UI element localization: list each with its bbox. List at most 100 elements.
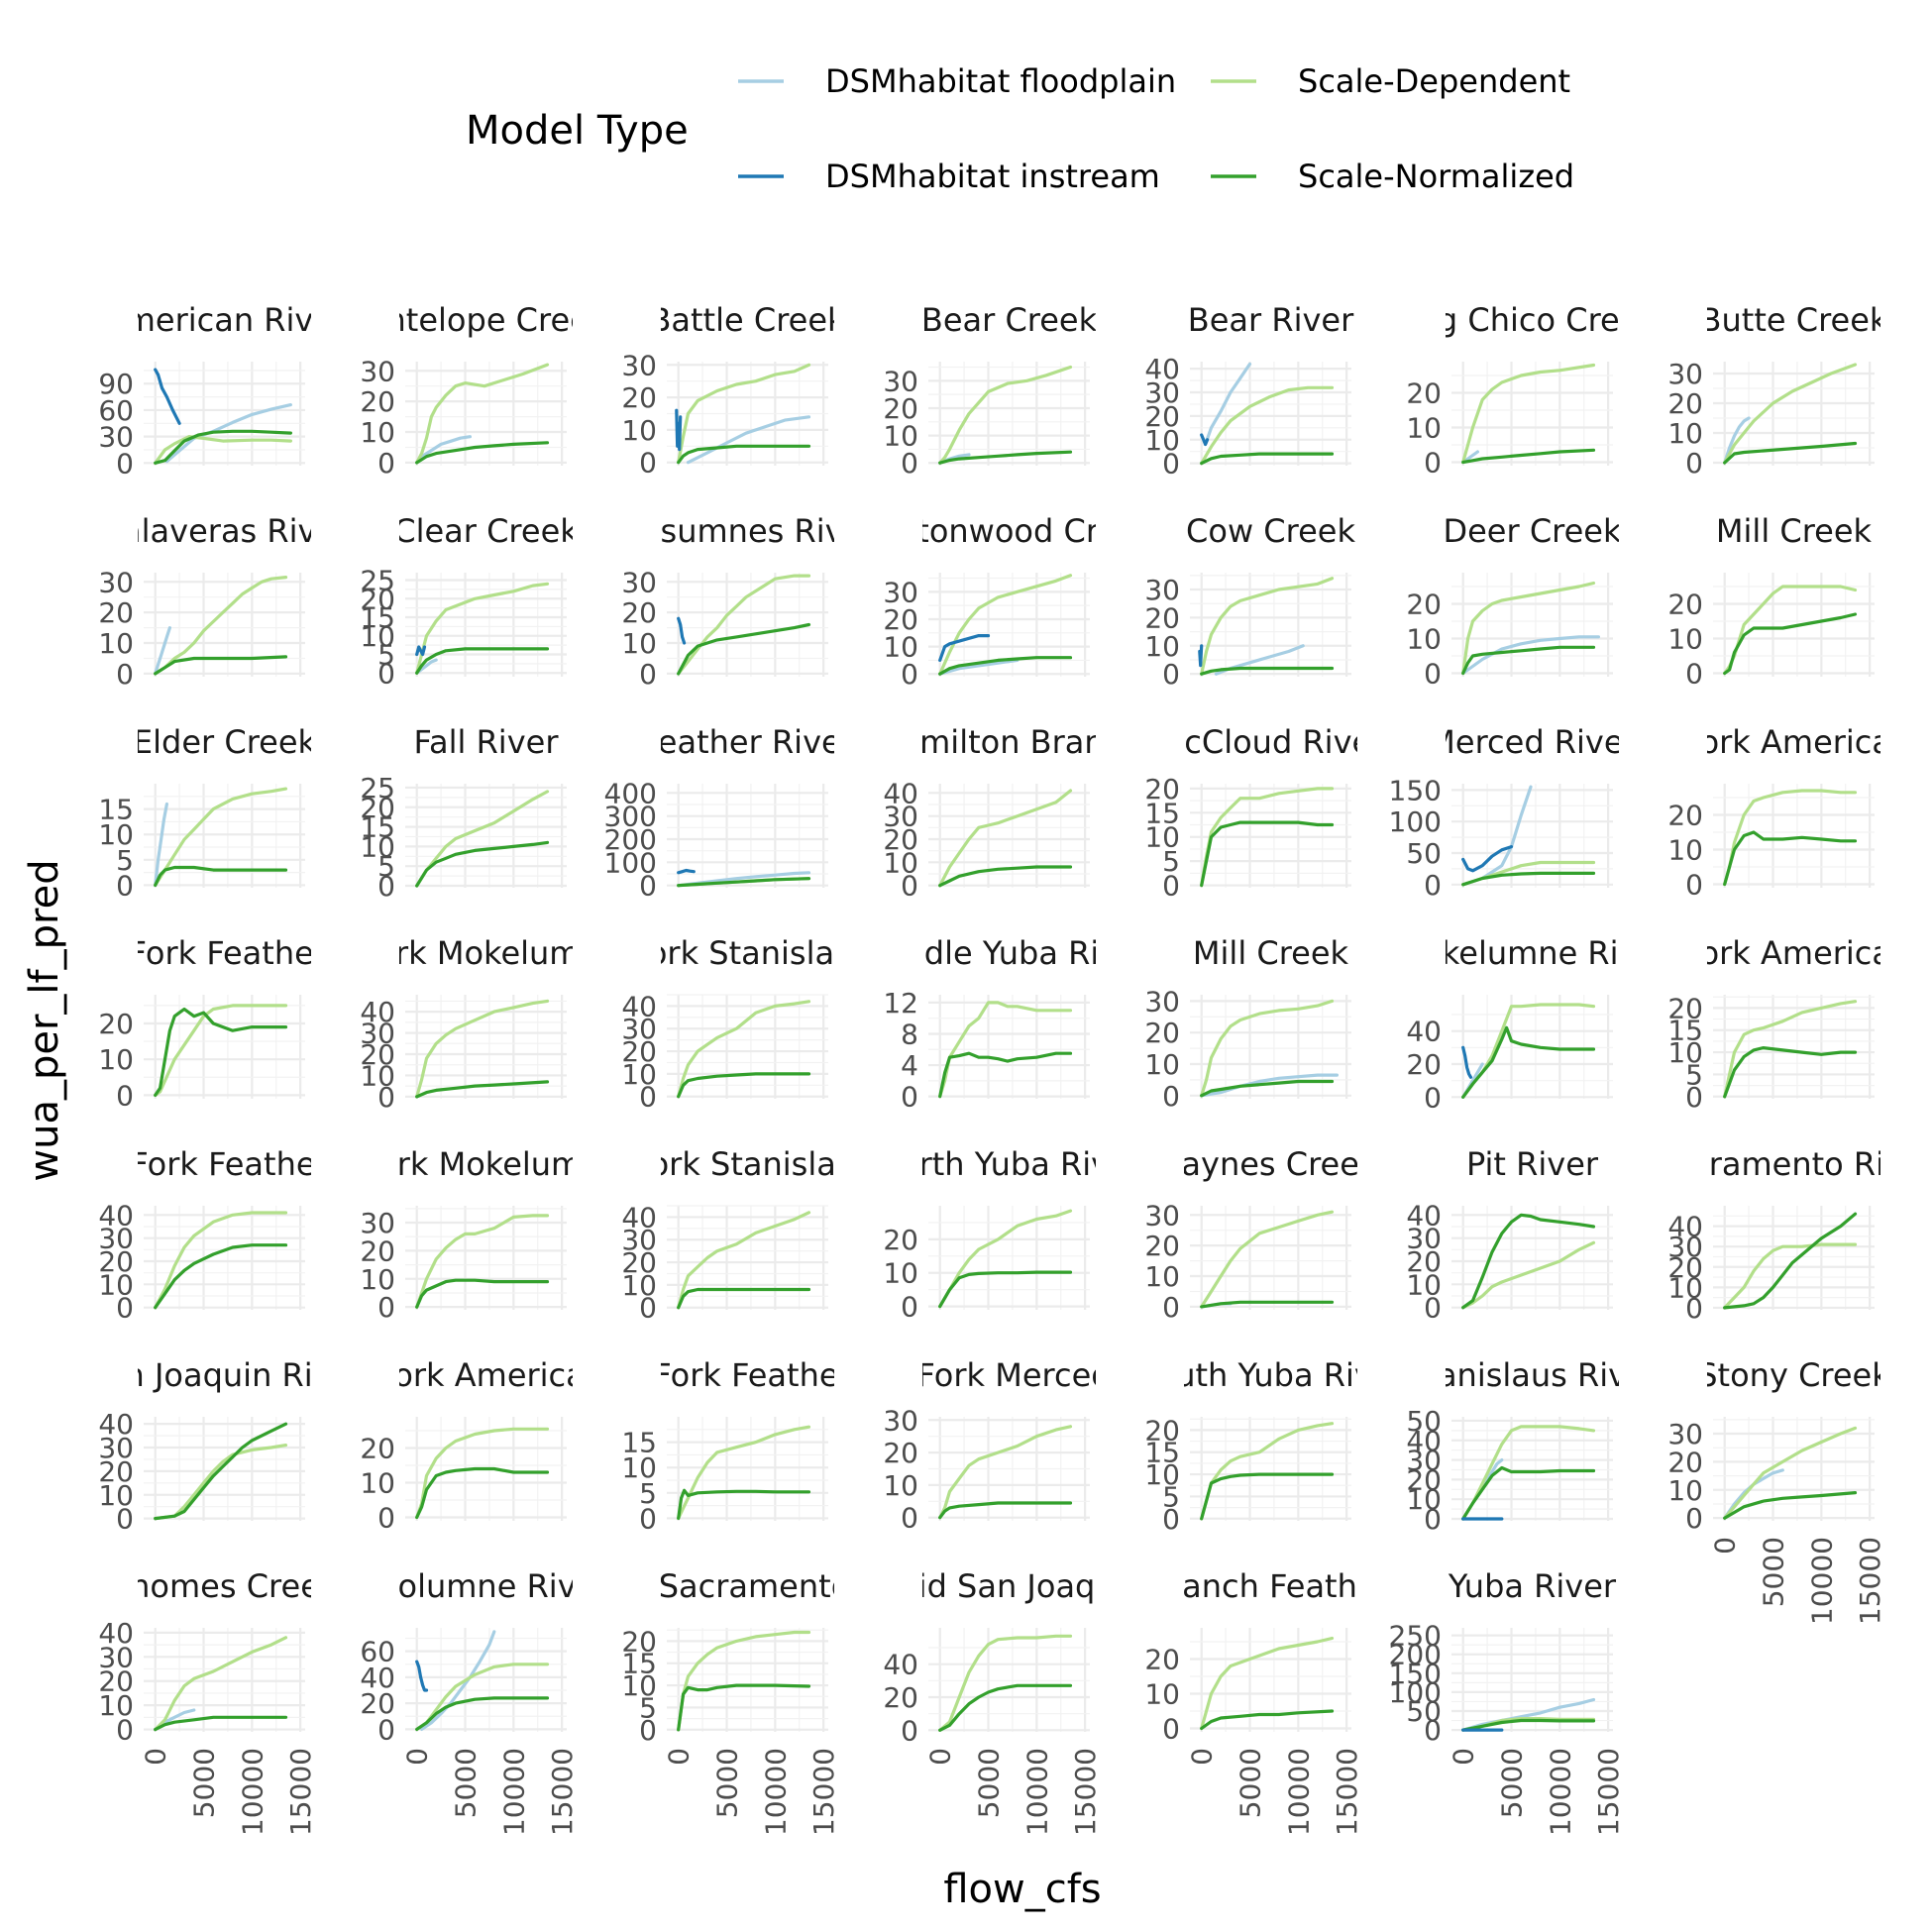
facet-title: Tuolumne River — [363, 1567, 610, 1605]
x-tick-label: 5000 — [188, 1748, 221, 1818]
series-line-dsmhabitat-instream — [1198, 644, 1204, 668]
y-tick-label: 10 — [883, 846, 918, 879]
series-line-dsmhabitat-floodplain — [1461, 635, 1601, 676]
facet-title-group: Hamilton Branch — [922, 723, 1096, 761]
series-line-scale-normalized — [415, 1466, 550, 1520]
y-tick-label: 150 — [1389, 1658, 1442, 1690]
series-line-dsmhabitat-instream — [1461, 844, 1514, 873]
legend-label-2: Scale-Dependent — [1298, 62, 1570, 100]
y-tick-label: 10 — [360, 1059, 395, 1092]
facet-title: North Fork Mokelumne River — [260, 934, 712, 972]
facet-title: Sacramento River — [1652, 1145, 1932, 1183]
facet-title-group: Feather River — [661, 723, 834, 761]
facet-series — [1200, 1422, 1335, 1521]
y-tick-label: 4 — [901, 1049, 918, 1082]
y-tick-label: 0 — [1162, 1080, 1180, 1113]
facet-series — [1723, 585, 1858, 676]
series-line-scale-dependent — [938, 1425, 1073, 1520]
facet-series — [677, 868, 811, 888]
facet-grid — [405, 1628, 567, 1732]
y-tick-label: 0 — [639, 1292, 657, 1325]
facet-series — [1461, 1697, 1596, 1732]
series-line-scale-dependent — [154, 1004, 288, 1098]
y-tick-label: 0 — [639, 870, 657, 903]
y-tick-label: 10 — [1667, 417, 1703, 450]
facet-series — [154, 575, 288, 676]
y-tick-label: 0 — [116, 1292, 134, 1325]
x-tick-label: 5000 — [711, 1748, 744, 1818]
series-line-scale-dependent — [938, 1634, 1073, 1732]
facet-title: Upper-mid San Joaquin River — [782, 1567, 1237, 1605]
facet-title-group: Big Chico Creek — [1446, 301, 1619, 339]
y-tick-label: 20 — [98, 1455, 134, 1488]
series-line-scale-normalized — [938, 1683, 1073, 1732]
series-line-scale-dependent — [1723, 585, 1858, 676]
series-line-scale-normalized — [938, 656, 1073, 676]
facet-series — [1461, 1213, 1596, 1310]
y-tick-label: 20 — [883, 823, 918, 856]
facet-title-group: South Fork Feather River — [661, 1356, 834, 1394]
y-tick-label: 10 — [1406, 1268, 1442, 1301]
facet-title: South Fork American River — [274, 1356, 698, 1394]
y-tick-label: 0 — [1424, 1503, 1442, 1536]
y-tick-label: 5 — [116, 844, 134, 877]
y-tick-label: 12 — [883, 987, 918, 1020]
facet-grid — [1713, 784, 1875, 888]
y-tick-label: 0 — [116, 869, 134, 902]
series-line-scale-dependent — [415, 363, 550, 465]
facet-series — [938, 365, 1073, 465]
series-line-scale-normalized — [415, 647, 550, 675]
y-tick-label: 20 — [621, 1246, 657, 1279]
facet-title: Elder Creek — [133, 723, 317, 761]
y-tick-label: 10 — [1667, 623, 1703, 656]
series-line-scale-normalized — [1200, 452, 1335, 466]
y-tick-label: 5 — [639, 1477, 657, 1510]
facet-title-group: Cosumnes River — [661, 512, 834, 550]
facet-title: Mill Creek — [1716, 512, 1873, 550]
y-tick-label: 30 — [621, 566, 657, 598]
facet-title-group: North Fork Feather River — [138, 934, 311, 972]
series-line-scale-normalized — [154, 429, 292, 465]
y-tick-label: 30 — [883, 1404, 918, 1437]
facet-title-group: Bear Creek — [922, 301, 1096, 339]
facet-grid — [1190, 784, 1351, 888]
y-tick-label: 0 — [901, 1081, 918, 1114]
facet-title: South Yuba River — [1135, 1356, 1406, 1394]
facet-title-group: North Fork American River — [1707, 723, 1880, 761]
facet-grid — [667, 1417, 828, 1521]
y-tick-label: 40 — [1406, 1016, 1442, 1048]
series-line-scale-dependent — [415, 790, 550, 888]
facet-series — [154, 1422, 288, 1521]
facet-title: Fall River — [414, 723, 560, 761]
series-line-dsmhabitat-floodplain — [938, 658, 1020, 676]
x-tick-label: 0 — [401, 1748, 434, 1766]
facet-title: Cow Creek — [1186, 512, 1355, 550]
facet-title-group: South Fork Feather River — [138, 1145, 311, 1183]
y-tick-label: 0 — [1685, 447, 1703, 480]
facet-grid — [1451, 362, 1613, 466]
y-tick-label: 90 — [98, 368, 134, 400]
series-line-scale-dependent — [154, 1636, 288, 1732]
y-tick-label: 0 — [377, 1713, 395, 1746]
series-line-scale-normalized — [1200, 1709, 1335, 1731]
facet-title: Deer Creek — [1443, 512, 1622, 550]
series-line-scale-normalized — [154, 1007, 288, 1098]
y-tick-label: 10 — [1406, 1483, 1442, 1516]
y-tick-label: 5 — [377, 639, 395, 672]
series-line-dsmhabitat-floodplain — [164, 403, 292, 464]
x-tick-label: 10000 — [1544, 1748, 1576, 1836]
facet-grid — [405, 1206, 567, 1310]
facet-title-group: Calaveras River — [138, 512, 311, 550]
facet-title-group: American River — [138, 301, 311, 339]
series-line-scale-dependent — [415, 999, 550, 1099]
y-tick-label: 40 — [621, 1201, 657, 1234]
y-tick-label: 10 — [1144, 1458, 1180, 1491]
